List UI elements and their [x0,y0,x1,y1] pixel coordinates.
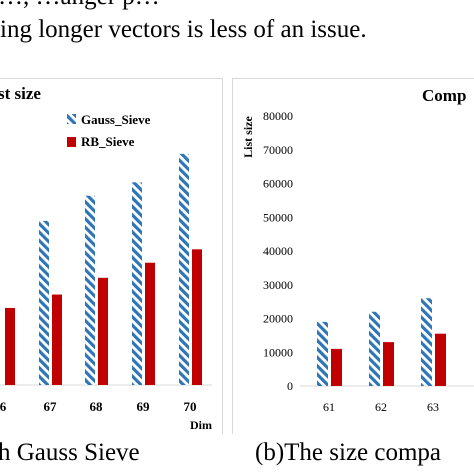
x-tick-label: 67 [44,399,58,414]
bar-rb-67 [52,294,62,385]
y-tick-label: 70000 [263,143,293,157]
legend-label-rb: RB_Sieve [81,134,135,149]
bar-rb-6 [5,307,15,385]
y-tick-label: 50000 [263,210,293,224]
left-chart-legend: Gauss_Sieve RB_Sieve [67,112,151,149]
right-chart: Comp List size 0 10000 20000 30000 40000 5000… [241,86,474,414]
bar-gauss-69 [132,182,142,385]
bar-gauss-70 [179,153,189,385]
caption-right: (b)The size compa [255,439,442,466]
left-panel-border-top [0,78,222,79]
legend-label-gauss: Gauss_Sieve [81,112,151,127]
x-tick-label: 63 [427,400,439,414]
right-chart-bars [317,298,446,386]
bar-blue-61 [317,321,328,386]
bar-rb-68 [98,277,108,385]
bar-gauss-68 [85,195,95,385]
x-tick-label: 69 [137,399,151,414]
right-chart-y-ticks: 0 10000 20000 30000 40000 50000 60000 70000 8000… [263,109,293,393]
x-tick-label: 68 [90,399,104,414]
y-tick-label: 30000 [263,278,293,292]
left-chart: st size Gauss_Sieve RB_Sieve 6 67 68 69 70 D… [0,84,212,432]
bar-rb-70 [192,249,202,385]
left-chart-title: st size [0,84,41,103]
y-tick-label: 20000 [263,312,293,326]
bar-blue-62 [369,311,380,386]
legend-swatch-rb [67,137,76,147]
y-tick-label: 80000 [263,109,293,123]
left-chart-x-ticks: 6 67 68 69 70 [0,399,197,414]
body-text: …, …anger p… ing longer vectors is less … [0,0,474,70]
body-text-line-2: ing longer vectors is less of an issue. [0,16,367,43]
y-tick-label: 40000 [263,244,293,258]
y-tick-label: 0 [287,379,293,393]
x-tick-label: 70 [184,399,197,414]
right-chart-title: Comp [422,86,466,105]
x-tick-label: 6 [0,399,7,414]
caption-left: h Gauss Sieve [0,439,140,466]
right-chart-x-ticks: 61 62 63 [323,400,439,414]
body-text-line-1: …, …anger p… [0,0,160,14]
x-tick-label: 61 [323,400,335,414]
bar-blue-63 [421,298,432,386]
bar-gauss-67 [39,220,49,385]
x-tick-label: 62 [375,400,387,414]
right-panel-border-left [232,78,233,434]
left-panel-border-right [222,78,223,434]
legend-swatch-gauss [67,114,76,124]
y-tick-label: 60000 [263,177,293,191]
left-chart-bars [5,153,202,385]
left-chart-x-label: Dim [190,418,212,432]
bar-red-63 [435,333,446,386]
bar-red-61 [331,348,342,386]
y-tick-label: 10000 [263,345,293,359]
right-chart-y-label: List size [241,116,255,158]
bar-red-62 [383,342,394,386]
bar-rb-69 [145,262,155,385]
right-panel-border-top [232,78,474,79]
